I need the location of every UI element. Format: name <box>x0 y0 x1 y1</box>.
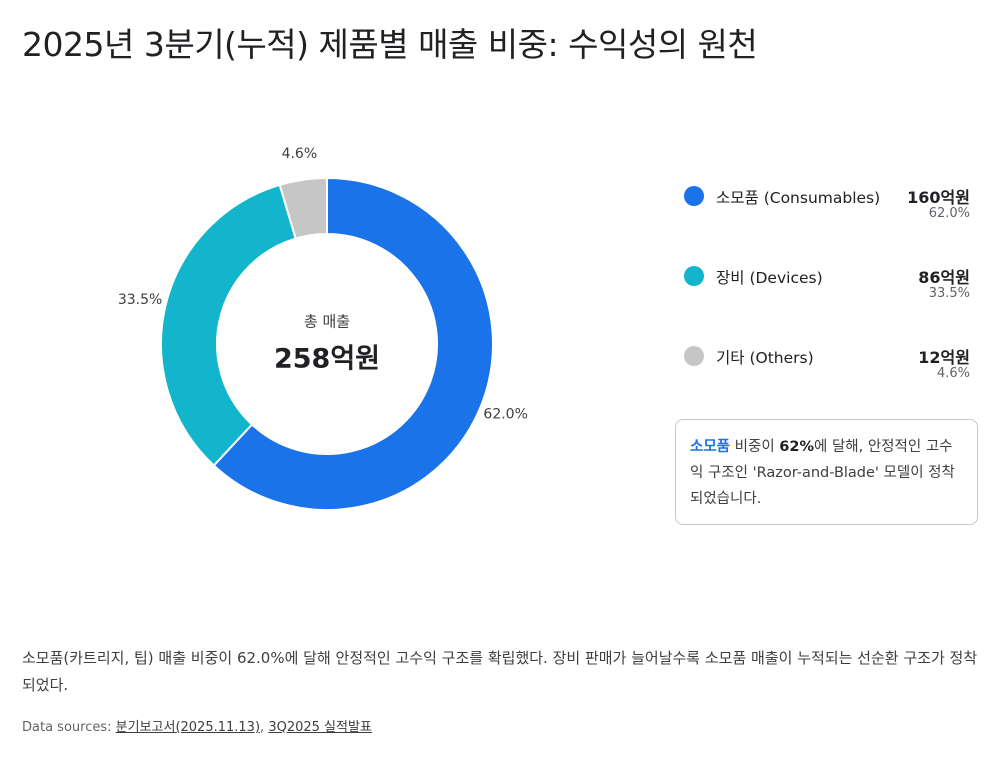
source-link[interactable]: 3Q2025 실적발표 <box>268 720 372 735</box>
legend-percent: 33.5% <box>928 286 970 301</box>
sources: Data sources: 분기보고서(2025.11.13), 3Q2025 … <box>22 716 372 735</box>
legend-label: 장비 (Devices) <box>716 269 823 287</box>
slice-label: 4.6% <box>282 146 318 162</box>
sources-label: Data sources: <box>22 720 112 735</box>
separator: , <box>260 720 265 735</box>
donut-slice <box>160 183 297 467</box>
callout-text: 에 달해, 안정적인 고수익 구조인 'Razor-and-Blade' 모델이… <box>690 439 955 507</box>
legend-swatch <box>684 266 704 286</box>
callout-text: 비중이 <box>730 439 780 455</box>
legend-percent: 4.6% <box>936 366 970 381</box>
legend-item: 장비 (Devices) 86억원 33.5% <box>684 264 970 304</box>
legend-percent: 62.0% <box>928 206 970 221</box>
legend-amount: 86억원 <box>918 268 970 287</box>
legend-amount: 160억원 <box>907 188 970 207</box>
center-value: 258억원 <box>274 344 380 375</box>
callout-emphasis: 62% <box>779 439 814 455</box>
donut-slice <box>278 176 328 240</box>
legend-swatch <box>684 186 704 206</box>
legend-label: 기타 (Others) <box>716 349 814 367</box>
center-label: 총 매출 <box>304 313 350 331</box>
legend-amount: 12억원 <box>918 348 970 367</box>
donut-slice <box>212 176 494 511</box>
legend-item: 기타 (Others) 12억원 4.6% <box>684 344 970 384</box>
legend-item: 소모품 (Consumables) 160억원 62.0% <box>684 184 970 224</box>
slice-label: 62.0% <box>483 406 527 422</box>
slice-label: 33.5% <box>118 292 162 308</box>
callout-highlight: 소모품 <box>690 439 731 455</box>
source-link[interactable]: 분기보고서(2025.11.13) <box>115 720 261 735</box>
legend-swatch <box>684 346 704 366</box>
legend-label: 소모품 (Consumables) <box>716 189 881 207</box>
chart-title: 2025년 3분기(누적) 제품별 매출 비중: 수익성의 원천 <box>22 25 758 64</box>
summary: 소모품(카트리지, 팁) 매출 비중이 62.0%에 달해 안정적인 고수익 구… <box>22 649 978 694</box>
chart: 62.0% 33.5% 4.6% 총 매출 258억원 <box>118 146 528 511</box>
callout: 소모품 비중이 62%에 달해, 안정적인 고수익 구조인 'Razor-and… <box>675 419 978 525</box>
